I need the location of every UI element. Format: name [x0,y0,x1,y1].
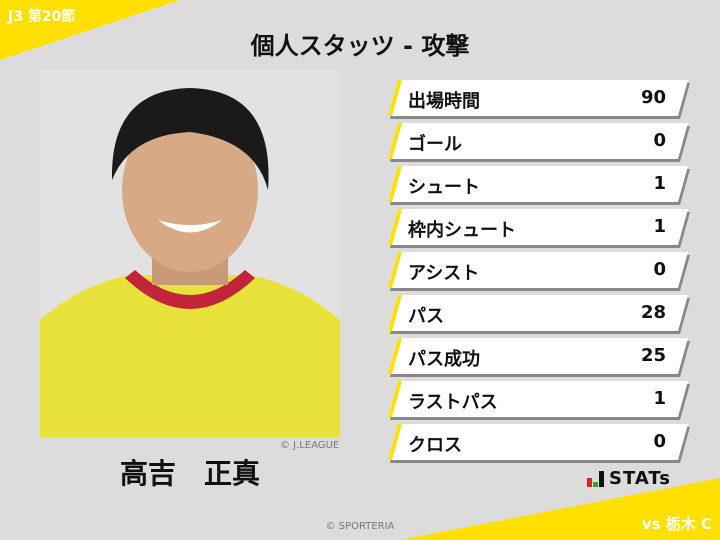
copyright: © SPORTERIA [325,521,395,532]
stat-row: パス 28 [388,295,688,331]
stat-value: 25 [640,345,666,366]
stat-label: パス [408,306,444,327]
stat-label: ラストパス [408,392,498,413]
opponent-label: vs 栃木 C [641,515,712,533]
stat-row: ゴール 0 [388,123,688,159]
stat-value: 0 [653,259,666,280]
stat-value: 90 [640,87,666,108]
row-panel [388,424,688,460]
stat-value: 1 [653,388,666,409]
stat-label: クロス [408,435,462,456]
stat-value: 1 [653,173,666,194]
row-panel [388,123,688,159]
row-panel [388,295,688,331]
stat-row: 出場時間 90 [388,80,688,116]
stat-value: 0 [653,431,666,452]
player-name: 高吉 正真 [119,457,260,490]
row-panel [388,252,688,288]
stat-label: パス成功 [408,349,480,370]
stat-value: 1 [653,216,666,237]
stat-row: 枠内シュート 1 [388,209,688,245]
page-title: 個人スタッツ - 攻撃 [250,32,470,60]
stat-label: シュート [408,177,480,198]
stats-logo: STATs [587,468,671,489]
stat-label: アシスト [408,263,480,284]
row-panel [388,338,688,374]
row-panel [388,80,688,116]
row-panel [388,381,688,417]
stat-row: ラストパス 1 [388,381,688,417]
stat-row: クロス 0 [388,424,688,460]
stat-label: ゴール [408,134,462,155]
row-panel [388,209,688,245]
photo-credit: © J.LEAGUE [280,440,340,451]
stat-label: 出場時間 [408,91,480,112]
stat-value: 0 [653,130,666,151]
bar-chart-icon [587,470,604,487]
row-panel [388,166,688,202]
stat-row: シュート 1 [388,166,688,202]
round-label: J3 第20節 [8,9,76,25]
stat-value: 28 [640,302,666,323]
stat-label: 枠内シュート [408,220,516,241]
player-photo [40,70,340,437]
stats-logo-text: STATs [609,468,671,489]
stat-row: パス成功 25 [388,338,688,374]
stat-row: アシスト 0 [388,252,688,288]
